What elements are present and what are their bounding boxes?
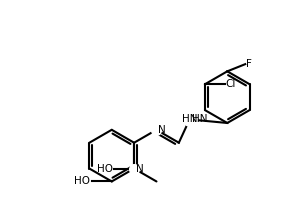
Text: N: N [136, 164, 144, 174]
Text: HO: HO [97, 164, 113, 174]
Text: HN: HN [182, 114, 197, 124]
Text: F: F [246, 59, 252, 69]
Text: HN: HN [192, 114, 208, 124]
Text: Cl: Cl [225, 79, 236, 89]
Text: N: N [158, 125, 166, 135]
Text: HO: HO [74, 176, 90, 186]
